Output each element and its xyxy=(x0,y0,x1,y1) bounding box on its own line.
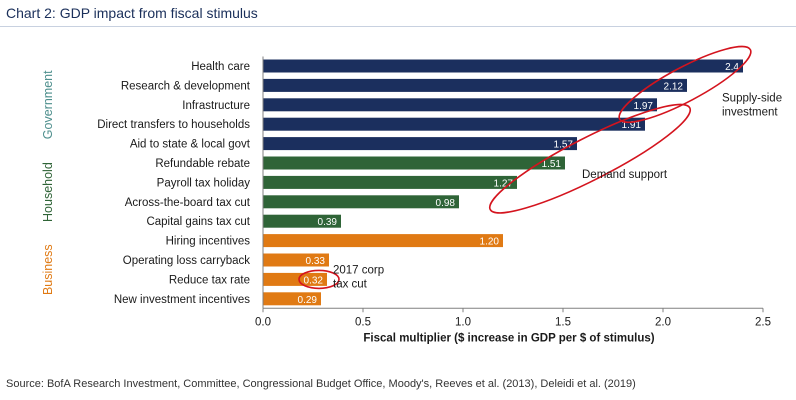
category-label-infrastructure: Infrastructure xyxy=(182,100,250,112)
value-label-capital-gains-tax-cut: 0.39 xyxy=(318,217,338,228)
x-tick-label: 2.5 xyxy=(755,316,771,328)
category-label-reduce-tax-rate: Reduce tax rate xyxy=(169,274,250,286)
category-label-new-investment-incentives: New investment incentives xyxy=(114,294,250,306)
value-label-across-the-board-tax-cut: 0.98 xyxy=(436,198,456,209)
bar-reduce-tax-rate xyxy=(263,272,327,286)
bar-capital-gains-tax-cut xyxy=(263,214,341,228)
category-label-capital-gains-tax-cut: Capital gains tax cut xyxy=(146,216,250,228)
value-label-refundable-rebate: 1.51 xyxy=(542,159,562,170)
value-label-hiring-incentives: 1.20 xyxy=(480,237,500,248)
bar-new-investment-incentives xyxy=(263,292,321,306)
value-label-infrastructure: 1.97 xyxy=(634,101,654,112)
category-label-hiring-incentives: Hiring incentives xyxy=(166,236,251,248)
value-label-new-investment-incentives: 0.29 xyxy=(298,295,318,306)
value-label-health-care: 2.4 xyxy=(725,62,739,73)
x-tick-label: 1.5 xyxy=(555,316,571,328)
group-label-household: Household xyxy=(41,162,55,222)
value-label-payroll-tax-holiday: 1.27 xyxy=(494,178,514,189)
value-label-research-and-development: 2.12 xyxy=(664,81,684,92)
group-label-government: Government xyxy=(41,70,55,139)
group-label-business: Business xyxy=(41,244,55,295)
x-tick-label: 1.0 xyxy=(455,316,471,328)
bar-refundable-rebate xyxy=(263,156,565,170)
labels-layer: Health care 2.4 Research & development 2.12… xyxy=(41,61,739,306)
value-label-direct-transfers-to-households: 1.91 xyxy=(622,120,642,131)
source-note: Source: BofA Research Investment, Commit… xyxy=(6,378,636,390)
category-label-operating-loss-carryback: Operating loss carryback xyxy=(123,255,250,267)
annotations-layer: Supply-side investment Demand support 2017 … xyxy=(298,45,782,290)
bar-aid-to-state-and-local-govt xyxy=(263,137,577,151)
bar-hiring-incentives xyxy=(263,234,503,248)
bars-layer xyxy=(263,59,743,306)
highlight-ellipse-demand-support xyxy=(488,103,692,214)
highlight-ellipse-corp-tax-cut xyxy=(298,269,340,290)
bar-operating-loss-carryback xyxy=(263,253,329,267)
annotation-text: investment xyxy=(722,106,778,118)
annotation-text: Supply-side xyxy=(722,92,782,104)
bar-research-and-development xyxy=(263,78,687,92)
x-tick-label: 2.0 xyxy=(655,316,671,328)
category-label-payroll-tax-holiday: Payroll tax holiday xyxy=(157,177,251,189)
bar-health-care xyxy=(263,59,743,73)
value-label-operating-loss-carryback: 0.33 xyxy=(306,256,326,267)
value-label-aid-to-state-and-local-govt: 1.57 xyxy=(554,140,574,151)
category-label-refundable-rebate: Refundable rebate xyxy=(155,158,250,170)
x-axis: 0.0 0.5 1.0 1.5 2.0 2.5 Fiscal multiplier ($ i… xyxy=(255,56,771,344)
chart-title: Chart 2: GDP impact from fiscal stimulus xyxy=(6,5,258,21)
category-label-aid-to-state-and-local-govt: Aid to state & local govt xyxy=(130,139,251,151)
bar-infrastructure xyxy=(263,98,657,112)
annotation-text: tax cut xyxy=(333,278,368,290)
x-tick-label: 0.5 xyxy=(355,316,371,328)
category-label-across-the-board-tax-cut: Across-the-board tax cut xyxy=(125,197,251,209)
category-label-direct-transfers-to-households: Direct transfers to households xyxy=(97,119,250,131)
bar-direct-transfers-to-households xyxy=(263,117,645,131)
bar-across-the-board-tax-cut xyxy=(263,195,459,209)
value-label-reduce-tax-rate: 0.32 xyxy=(304,275,324,286)
category-label-health-care: Health care xyxy=(191,61,250,73)
highlight-ellipse-supply-side xyxy=(618,45,752,124)
category-label-research-and-development: Research & development xyxy=(121,80,251,92)
bar-payroll-tax-holiday xyxy=(263,175,517,189)
annotation-text: 2017 corp xyxy=(333,264,384,276)
annotation-text: Demand support xyxy=(582,169,668,181)
x-tick-label: 0.0 xyxy=(255,316,271,328)
x-axis-title: Fiscal multiplier ($ increase in GDP per… xyxy=(363,332,654,344)
title-divider xyxy=(0,26,796,27)
